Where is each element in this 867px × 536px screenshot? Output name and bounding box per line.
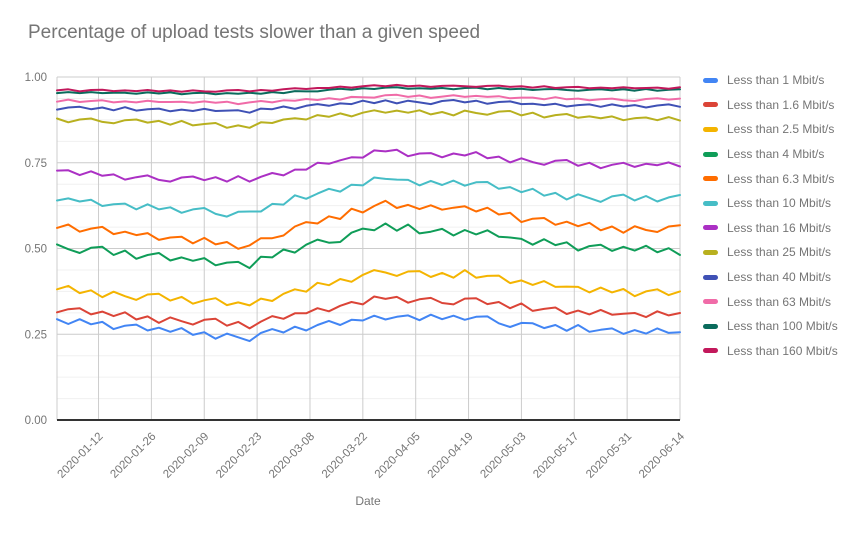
legend-item-label: Less than 25 Mbit/s [727, 245, 832, 260]
series-line-4 [56, 199, 681, 250]
legend: Less than 1 Mbit/s Less than 1.6 Mbit/s … [703, 68, 838, 363]
y-tick-label: 0.25 [25, 329, 47, 341]
series-line-6 [56, 148, 681, 183]
legend-item: Less than 63 Mbit/s [703, 289, 838, 314]
legend-item: Less than 40 Mbit/s [703, 265, 838, 290]
x-tick-label: 2020-03-08 [267, 431, 317, 481]
x-tick-label: 2020-02-23 [214, 431, 264, 481]
legend-swatch-icon [703, 176, 718, 182]
series-line-3 [56, 222, 681, 270]
legend-item: Less than 16 Mbit/s [703, 216, 838, 241]
series-line-0 [56, 313, 681, 343]
legend-item-label: Less than 40 Mbit/s [727, 270, 832, 285]
x-tick-label: 2020-06-14 [637, 430, 688, 481]
legend-swatch-icon [703, 274, 718, 280]
legend-item: Less than 1 Mbit/s [703, 68, 838, 93]
legend-item-label: Less than 100 Mbit/s [727, 319, 838, 334]
x-axis-title: Date [355, 494, 381, 508]
y-tick-label: 0.50 [25, 244, 47, 256]
legend-swatch-icon [703, 77, 718, 83]
legend-item-label: Less than 1.6 Mbit/s [727, 97, 835, 112]
x-tick-label: 2020-04-05 [373, 431, 423, 481]
legend-swatch-icon [703, 151, 718, 157]
legend-swatch-icon [703, 126, 718, 132]
legend-item-label: Less than 4 Mbit/s [727, 147, 825, 162]
series-line-7 [56, 109, 681, 129]
chart-title: Percentage of upload tests slower than a… [28, 22, 481, 43]
legend-item: Less than 6.3 Mbit/s [703, 166, 838, 191]
legend-item: Less than 25 Mbit/s [703, 240, 838, 265]
legend-swatch-icon [703, 323, 718, 329]
legend-item: Less than 4 Mbit/s [703, 142, 838, 167]
x-tick-label: 2020-05-31 [584, 431, 634, 481]
legend-swatch-icon [703, 102, 718, 108]
legend-item: Less than 2.5 Mbit/s [703, 117, 838, 142]
x-tick-label: 2020-01-26 [108, 431, 158, 481]
series-line-11 [56, 83, 681, 93]
legend-swatch-icon [703, 348, 718, 354]
legend-item-label: Less than 16 Mbit/s [727, 220, 832, 235]
legend-item-label: Less than 6.3 Mbit/s [727, 171, 835, 186]
series-line-10 [56, 86, 681, 96]
legend-item: Less than 160 Mbit/s [703, 339, 838, 364]
legend-item: Less than 1.6 Mbit/s [703, 93, 838, 118]
legend-item-label: Less than 1 Mbit/s [727, 73, 825, 88]
legend-item-label: Less than 10 Mbit/s [727, 196, 832, 211]
x-tick-label: 2020-03-22 [320, 431, 370, 481]
series-line-1 [56, 295, 681, 330]
x-tick-label: 2020-05-03 [478, 431, 528, 481]
y-tick-label: 1.00 [25, 72, 47, 84]
legend-item: Less than 10 Mbit/s [703, 191, 838, 216]
legend-item-label: Less than 63 Mbit/s [727, 294, 832, 309]
legend-item-label: Less than 2.5 Mbit/s [727, 122, 835, 137]
legend-swatch-icon [703, 249, 718, 255]
series-line-8 [56, 99, 681, 114]
legend-swatch-icon [703, 200, 718, 206]
y-tick-label: 0.00 [25, 415, 47, 427]
x-tick-label: 2020-04-19 [426, 431, 476, 481]
legend-item-label: Less than 160 Mbit/s [727, 343, 838, 358]
series-line-9 [56, 93, 681, 106]
x-tick-label: 2020-02-09 [161, 431, 211, 481]
legend-item: Less than 100 Mbit/s [703, 314, 838, 339]
legend-swatch-icon [703, 225, 718, 231]
x-tick-label: 2020-05-17 [531, 431, 581, 481]
series-line-2 [56, 269, 681, 307]
series-line-5 [56, 176, 681, 218]
x-tick-label: 2020-01-12 [56, 431, 106, 481]
y-tick-label: 0.75 [25, 158, 47, 170]
legend-swatch-icon [703, 299, 718, 305]
